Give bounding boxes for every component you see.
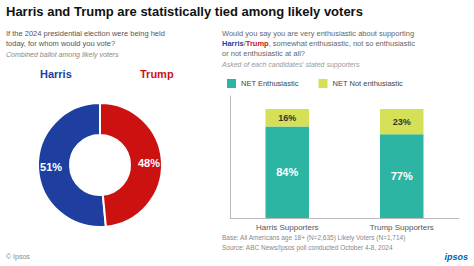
svg-text:Combined ballot among likely v: Combined ballot among likely voters (6, 51, 119, 59)
svg-text:NET Not enthusiastic: NET Not enthusiastic (333, 79, 404, 88)
svg-text:or not enthusiastic at all?: or not enthusiastic at all? (222, 49, 305, 58)
svg-text:© Ipsos: © Ipsos (6, 253, 30, 261)
svg-text:51%: 51% (40, 161, 62, 173)
svg-text:Harris and Trump are statistic: Harris and Trump are statistically tied … (6, 4, 363, 19)
svg-text:Asked of each candidates' stat: Asked of each candidates' stated support… (221, 61, 360, 69)
svg-text:84%: 84% (276, 166, 298, 178)
svg-text:Trump: Trump (140, 68, 174, 80)
svg-text:NET Enthusiastic: NET Enthusiastic (241, 79, 299, 88)
svg-text:48%: 48% (138, 157, 160, 169)
svg-text:23%: 23% (393, 117, 411, 127)
svg-text:Would you say you are very ent: Would you say you are very enthusiastic … (222, 29, 414, 38)
svg-text:Harris: Harris (222, 39, 244, 48)
svg-text:Base: All Americans age 18+ (N: Base: All Americans age 18+ (N=2,635) Li… (222, 234, 405, 242)
svg-text:If the 2024 presidential elect: If the 2024 presidential election were b… (6, 29, 165, 38)
svg-text:today, for whom would you vote: today, for whom would you vote? (6, 39, 115, 48)
svg-text:16%: 16% (278, 113, 296, 123)
svg-text:Harris Supporters: Harris Supporters (256, 223, 319, 232)
svg-text:Harris: Harris (40, 68, 72, 80)
svg-text:Source: ABC News/Ipsos poll co: Source: ABC News/Ipsos poll conducted Oc… (222, 244, 393, 252)
svg-text:, somewhat enthusiastic, not s: , somewhat enthusiastic, not so enthusia… (269, 39, 416, 48)
svg-text:Trump: Trump (246, 39, 269, 48)
svg-text:77%: 77% (391, 170, 413, 182)
svg-text:ipsos: ipsos (444, 252, 468, 262)
svg-text:Trump Supporters: Trump Supporters (370, 223, 434, 232)
